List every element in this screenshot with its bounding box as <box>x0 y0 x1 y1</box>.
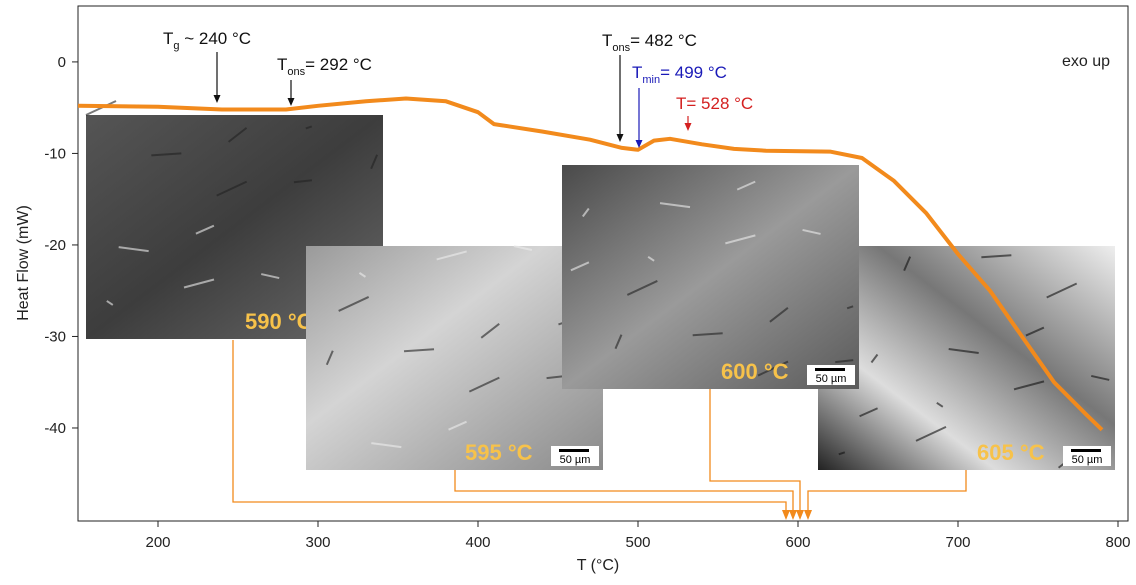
annotation: Tons= 482 °C <box>602 31 697 54</box>
annotation: Tg ~ 240 °C <box>163 29 251 52</box>
micrograph <box>562 165 859 389</box>
scale-label: 50 µm <box>816 373 847 385</box>
x-tick-label: 500 <box>625 534 650 551</box>
temperature-label: 595 °C <box>465 440 533 465</box>
x-tick-label: 800 <box>1105 534 1130 551</box>
inset: 595 °C 50 µm <box>306 246 603 470</box>
plot-layer: 200 300 400 500 600 700 800 0 -10 -20 -30 -40 590 °C… <box>44 29 1130 551</box>
annotation-rest: ~ 240 °C <box>180 29 252 48</box>
connector-head <box>804 510 812 520</box>
annotation-arrowhead <box>288 98 295 106</box>
micrograph <box>818 246 1115 470</box>
connector <box>808 470 966 516</box>
connector <box>455 470 793 516</box>
temperature-label: 590 °C <box>245 309 313 334</box>
x-tick-label: 300 <box>305 534 330 551</box>
y-tick-label: 0 <box>58 54 66 71</box>
annotation-main: T <box>163 29 173 48</box>
annotation-main: T <box>676 94 686 113</box>
inset: 600 °C 50 µm <box>562 165 859 389</box>
annotation-main: T <box>632 63 642 82</box>
connector <box>710 388 800 516</box>
annotation-main: T <box>602 31 612 50</box>
connector-head <box>782 510 790 520</box>
annotation-sub: ons <box>612 42 630 54</box>
exo-note: exo up <box>1062 53 1110 70</box>
micrograph <box>306 246 603 470</box>
annotation: T= 528 °C <box>676 94 753 113</box>
temperature-label: 605 °C <box>977 440 1045 465</box>
connector-head <box>789 510 797 520</box>
x-tick-label: 700 <box>945 534 970 551</box>
chart: T (°C) Heat Flow (mW) exo up 200 300 400 50… <box>0 0 1136 580</box>
annotation-rest: = 482 °C <box>630 31 697 50</box>
annotation-sub: min <box>642 74 660 86</box>
y-axis-label: Heat Flow (mW) <box>15 205 32 321</box>
x-tick-label: 200 <box>145 534 170 551</box>
annotation-rest: = 292 °C <box>305 55 372 74</box>
x-axis-label: T (°C) <box>577 557 620 574</box>
scale-label: 50 µm <box>1072 454 1103 466</box>
annotation-arrowhead <box>685 123 692 131</box>
y-tick-label: -40 <box>44 420 66 437</box>
x-tick-label: 400 <box>465 534 490 551</box>
annotation: Tons= 292 °C <box>277 55 372 78</box>
annotation-rest: = 499 °C <box>660 63 727 82</box>
annotation-arrowhead <box>214 95 221 103</box>
annotation-arrowhead <box>617 134 624 142</box>
y-tick-label: -20 <box>44 237 66 254</box>
scale-bar <box>559 449 589 452</box>
temperature-label: 600 °C <box>721 359 789 384</box>
scale-bar <box>815 368 845 371</box>
annotation-main: T <box>277 55 287 74</box>
y-tick-label: -10 <box>44 145 66 162</box>
connector-head <box>796 510 804 520</box>
annotation-sub: ons <box>287 66 305 78</box>
scale-bar <box>1071 449 1101 452</box>
annotation: Tmin= 499 °C <box>632 63 727 86</box>
scale-label: 50 µm <box>560 454 591 466</box>
y-tick-label: -30 <box>44 328 66 345</box>
inset: 605 °C 50 µm <box>818 246 1115 470</box>
annotation-rest: = 528 °C <box>686 94 753 113</box>
x-tick-label: 600 <box>785 534 810 551</box>
